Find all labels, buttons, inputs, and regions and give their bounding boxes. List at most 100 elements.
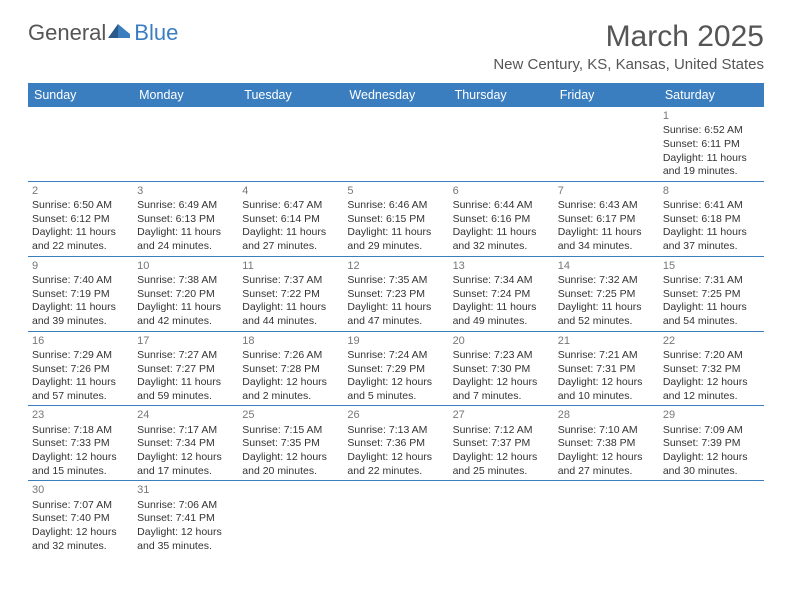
sunset-line: Sunset: 7:34 PM bbox=[137, 437, 234, 451]
sunset-line: Sunset: 7:19 PM bbox=[32, 288, 129, 302]
calendar-cell bbox=[238, 481, 343, 555]
calendar-cell: 1Sunrise: 6:52 AMSunset: 6:11 PMDaylight… bbox=[659, 107, 764, 182]
daylight-line: Daylight: 11 hours and 42 minutes. bbox=[137, 301, 234, 328]
weekday-header: SundayMondayTuesdayWednesdayThursdayFrid… bbox=[28, 83, 764, 107]
weekday-header-cell: Thursday bbox=[449, 83, 554, 107]
calendar-cell: 21Sunrise: 7:21 AMSunset: 7:31 PMDayligh… bbox=[554, 332, 659, 407]
daylight-line: Daylight: 11 hours and 49 minutes. bbox=[453, 301, 550, 328]
calendar-week: 1Sunrise: 6:52 AMSunset: 6:11 PMDaylight… bbox=[28, 107, 764, 182]
sunset-line: Sunset: 7:33 PM bbox=[32, 437, 129, 451]
sunset-line: Sunset: 6:17 PM bbox=[558, 213, 655, 227]
sunset-line: Sunset: 6:14 PM bbox=[242, 213, 339, 227]
sunset-line: Sunset: 7:35 PM bbox=[242, 437, 339, 451]
calendar-cell bbox=[238, 107, 343, 182]
daylight-line: Daylight: 11 hours and 19 minutes. bbox=[663, 152, 760, 179]
sunset-line: Sunset: 7:40 PM bbox=[32, 512, 129, 526]
sunrise-line: Sunrise: 7:24 AM bbox=[347, 349, 444, 363]
sunset-line: Sunset: 7:25 PM bbox=[558, 288, 655, 302]
sunset-line: Sunset: 7:26 PM bbox=[32, 363, 129, 377]
calendar-cell bbox=[28, 107, 133, 182]
day-number: 2 bbox=[32, 184, 129, 198]
sunset-line: Sunset: 7:24 PM bbox=[453, 288, 550, 302]
daylight-line: Daylight: 11 hours and 52 minutes. bbox=[558, 301, 655, 328]
day-number: 11 bbox=[242, 259, 339, 273]
calendar-cell: 28Sunrise: 7:10 AMSunset: 7:38 PMDayligh… bbox=[554, 406, 659, 481]
calendar-cell: 6Sunrise: 6:44 AMSunset: 6:16 PMDaylight… bbox=[449, 182, 554, 257]
sunset-line: Sunset: 7:37 PM bbox=[453, 437, 550, 451]
logo-text-general: General bbox=[28, 20, 106, 46]
day-number: 23 bbox=[32, 408, 129, 422]
day-number: 27 bbox=[453, 408, 550, 422]
day-number: 22 bbox=[663, 334, 760, 348]
daylight-line: Daylight: 12 hours and 35 minutes. bbox=[137, 526, 234, 553]
daylight-line: Daylight: 11 hours and 29 minutes. bbox=[347, 226, 444, 253]
day-number: 20 bbox=[453, 334, 550, 348]
sunset-line: Sunset: 6:15 PM bbox=[347, 213, 444, 227]
header: General Blue March 2025 New Century, KS,… bbox=[0, 0, 792, 77]
calendar-week: 16Sunrise: 7:29 AMSunset: 7:26 PMDayligh… bbox=[28, 332, 764, 407]
calendar-cell bbox=[659, 481, 764, 555]
calendar-cell bbox=[554, 107, 659, 182]
calendar-cell: 12Sunrise: 7:35 AMSunset: 7:23 PMDayligh… bbox=[343, 257, 448, 332]
sunset-line: Sunset: 7:32 PM bbox=[663, 363, 760, 377]
weekday-header-cell: Monday bbox=[133, 83, 238, 107]
calendar-cell: 8Sunrise: 6:41 AMSunset: 6:18 PMDaylight… bbox=[659, 182, 764, 257]
sunrise-line: Sunrise: 7:13 AM bbox=[347, 424, 444, 438]
sunset-line: Sunset: 7:27 PM bbox=[137, 363, 234, 377]
weekday-header-cell: Friday bbox=[554, 83, 659, 107]
daylight-line: Daylight: 11 hours and 27 minutes. bbox=[242, 226, 339, 253]
calendar-cell: 23Sunrise: 7:18 AMSunset: 7:33 PMDayligh… bbox=[28, 406, 133, 481]
logo: General Blue bbox=[28, 20, 178, 46]
sunrise-line: Sunrise: 7:23 AM bbox=[453, 349, 550, 363]
calendar-week: 2Sunrise: 6:50 AMSunset: 6:12 PMDaylight… bbox=[28, 182, 764, 257]
daylight-line: Daylight: 12 hours and 30 minutes. bbox=[663, 451, 760, 478]
calendar-cell: 31Sunrise: 7:06 AMSunset: 7:41 PMDayligh… bbox=[133, 481, 238, 555]
calendar-cell: 20Sunrise: 7:23 AMSunset: 7:30 PMDayligh… bbox=[449, 332, 554, 407]
day-number: 5 bbox=[347, 184, 444, 198]
calendar-week: 9Sunrise: 7:40 AMSunset: 7:19 PMDaylight… bbox=[28, 257, 764, 332]
calendar-cell: 9Sunrise: 7:40 AMSunset: 7:19 PMDaylight… bbox=[28, 257, 133, 332]
calendar-cell: 13Sunrise: 7:34 AMSunset: 7:24 PMDayligh… bbox=[449, 257, 554, 332]
calendar-cell: 10Sunrise: 7:38 AMSunset: 7:20 PMDayligh… bbox=[133, 257, 238, 332]
daylight-line: Daylight: 12 hours and 15 minutes. bbox=[32, 451, 129, 478]
day-number: 6 bbox=[453, 184, 550, 198]
calendar-cell: 3Sunrise: 6:49 AMSunset: 6:13 PMDaylight… bbox=[133, 182, 238, 257]
calendar-cell: 14Sunrise: 7:32 AMSunset: 7:25 PMDayligh… bbox=[554, 257, 659, 332]
daylight-line: Daylight: 12 hours and 7 minutes. bbox=[453, 376, 550, 403]
sunset-line: Sunset: 7:30 PM bbox=[453, 363, 550, 377]
weekday-header-cell: Tuesday bbox=[238, 83, 343, 107]
logo-icon bbox=[108, 22, 132, 43]
location-label: New Century, KS, Kansas, United States bbox=[493, 56, 764, 73]
day-number: 21 bbox=[558, 334, 655, 348]
sunset-line: Sunset: 7:29 PM bbox=[347, 363, 444, 377]
daylight-line: Daylight: 12 hours and 2 minutes. bbox=[242, 376, 339, 403]
calendar-cell bbox=[449, 481, 554, 555]
weekday-header-cell: Wednesday bbox=[343, 83, 448, 107]
calendar-cell: 5Sunrise: 6:46 AMSunset: 6:15 PMDaylight… bbox=[343, 182, 448, 257]
day-number: 15 bbox=[663, 259, 760, 273]
daylight-line: Daylight: 12 hours and 5 minutes. bbox=[347, 376, 444, 403]
day-number: 7 bbox=[558, 184, 655, 198]
sunrise-line: Sunrise: 7:34 AM bbox=[453, 274, 550, 288]
sunrise-line: Sunrise: 7:29 AM bbox=[32, 349, 129, 363]
sunrise-line: Sunrise: 7:06 AM bbox=[137, 499, 234, 513]
sunrise-line: Sunrise: 6:46 AM bbox=[347, 199, 444, 213]
sunrise-line: Sunrise: 6:43 AM bbox=[558, 199, 655, 213]
calendar-cell bbox=[449, 107, 554, 182]
daylight-line: Daylight: 11 hours and 22 minutes. bbox=[32, 226, 129, 253]
sunrise-line: Sunrise: 6:41 AM bbox=[663, 199, 760, 213]
calendar-week: 23Sunrise: 7:18 AMSunset: 7:33 PMDayligh… bbox=[28, 406, 764, 481]
calendar-cell: 4Sunrise: 6:47 AMSunset: 6:14 PMDaylight… bbox=[238, 182, 343, 257]
daylight-line: Daylight: 11 hours and 47 minutes. bbox=[347, 301, 444, 328]
calendar-cell: 29Sunrise: 7:09 AMSunset: 7:39 PMDayligh… bbox=[659, 406, 764, 481]
calendar-cell: 2Sunrise: 6:50 AMSunset: 6:12 PMDaylight… bbox=[28, 182, 133, 257]
calendar-cell: 18Sunrise: 7:26 AMSunset: 7:28 PMDayligh… bbox=[238, 332, 343, 407]
weekday-header-cell: Saturday bbox=[659, 83, 764, 107]
day-number: 29 bbox=[663, 408, 760, 422]
sunset-line: Sunset: 7:22 PM bbox=[242, 288, 339, 302]
daylight-line: Daylight: 12 hours and 17 minutes. bbox=[137, 451, 234, 478]
sunset-line: Sunset: 7:36 PM bbox=[347, 437, 444, 451]
sunrise-line: Sunrise: 7:15 AM bbox=[242, 424, 339, 438]
sunset-line: Sunset: 6:12 PM bbox=[32, 213, 129, 227]
sunset-line: Sunset: 6:16 PM bbox=[453, 213, 550, 227]
